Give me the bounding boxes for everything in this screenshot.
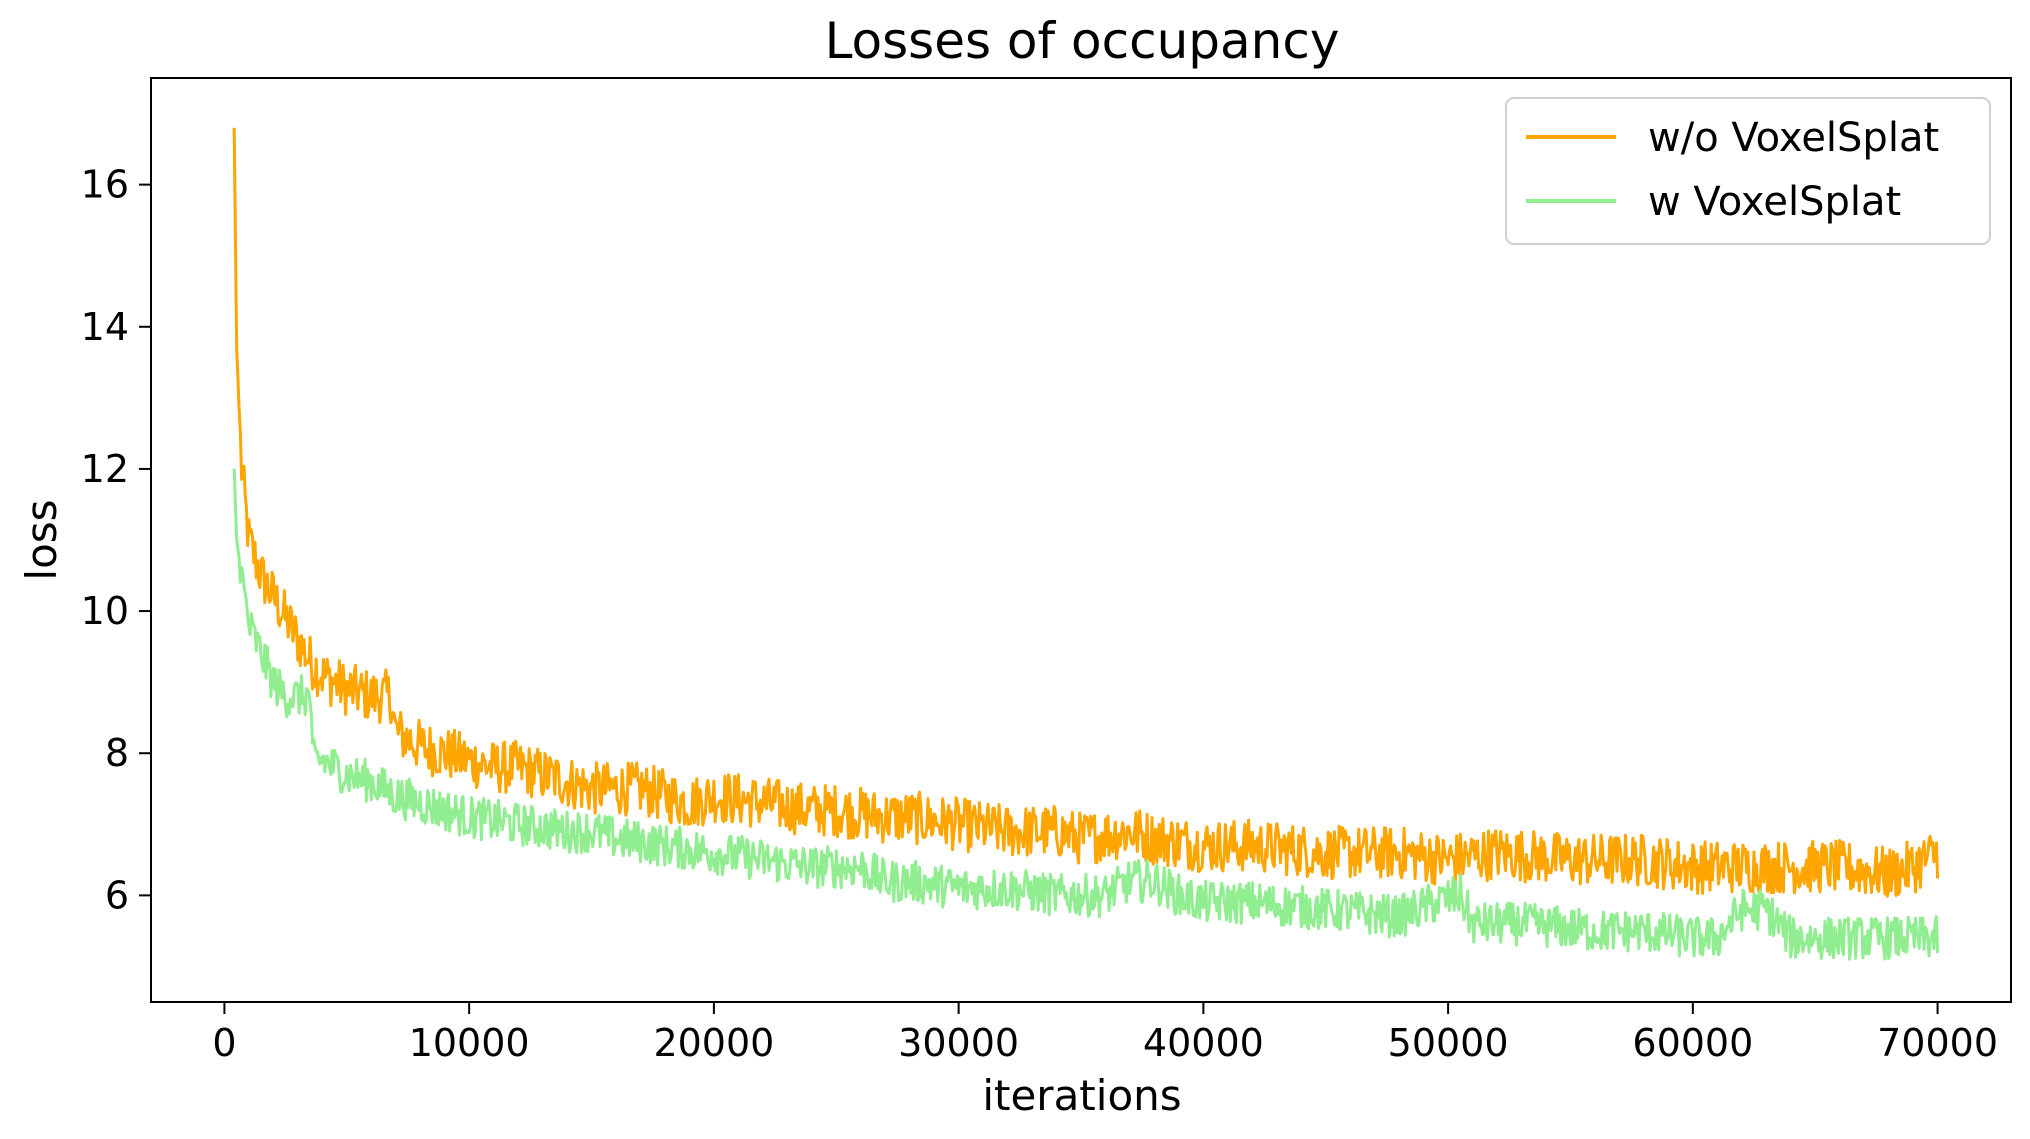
- y-axis-label: loss: [17, 499, 66, 580]
- x-tick-label: 0: [212, 1021, 236, 1065]
- x-tick-label: 20000: [653, 1021, 774, 1065]
- y-tick-label: 14: [81, 305, 129, 349]
- y-tick-label: 10: [81, 589, 129, 633]
- series-line-w-voxelsplat: [232, 468, 1940, 961]
- plot-frame: [150, 77, 2012, 1003]
- y-tick-label: 16: [81, 163, 129, 207]
- x-tick-label: 70000: [1877, 1021, 1998, 1065]
- chart-title: Losses of occupancy: [825, 12, 1340, 70]
- x-tick-label: 50000: [1388, 1021, 1509, 1065]
- y-tick-label: 12: [81, 447, 129, 491]
- x-tick-label: 30000: [898, 1021, 1019, 1065]
- x-tick-label: 60000: [1632, 1021, 1753, 1065]
- x-tick-label: 10000: [409, 1021, 530, 1065]
- x-axis: 0 10000 20000 30000 40000 50000 60000 70000: [212, 1002, 1998, 1065]
- x-axis-label: iterations: [982, 1071, 1181, 1120]
- series-layer: [232, 127, 1940, 961]
- legend-label-wo-voxelsplat: w/o VoxelSplat: [1648, 115, 1939, 161]
- x-tick-label: 40000: [1143, 1021, 1264, 1065]
- y-tick-label: 6: [105, 873, 129, 917]
- y-axis: 6 8 10 12 14 16: [81, 163, 151, 917]
- legend: w/o VoxelSplat w VoxelSplat: [1505, 97, 1991, 245]
- y-tick-label: 8: [105, 731, 129, 775]
- series-line-wo-voxelsplat: [232, 127, 1940, 898]
- legend-box: [1505, 97, 1991, 245]
- legend-label-w-voxelsplat: w VoxelSplat: [1648, 179, 1901, 225]
